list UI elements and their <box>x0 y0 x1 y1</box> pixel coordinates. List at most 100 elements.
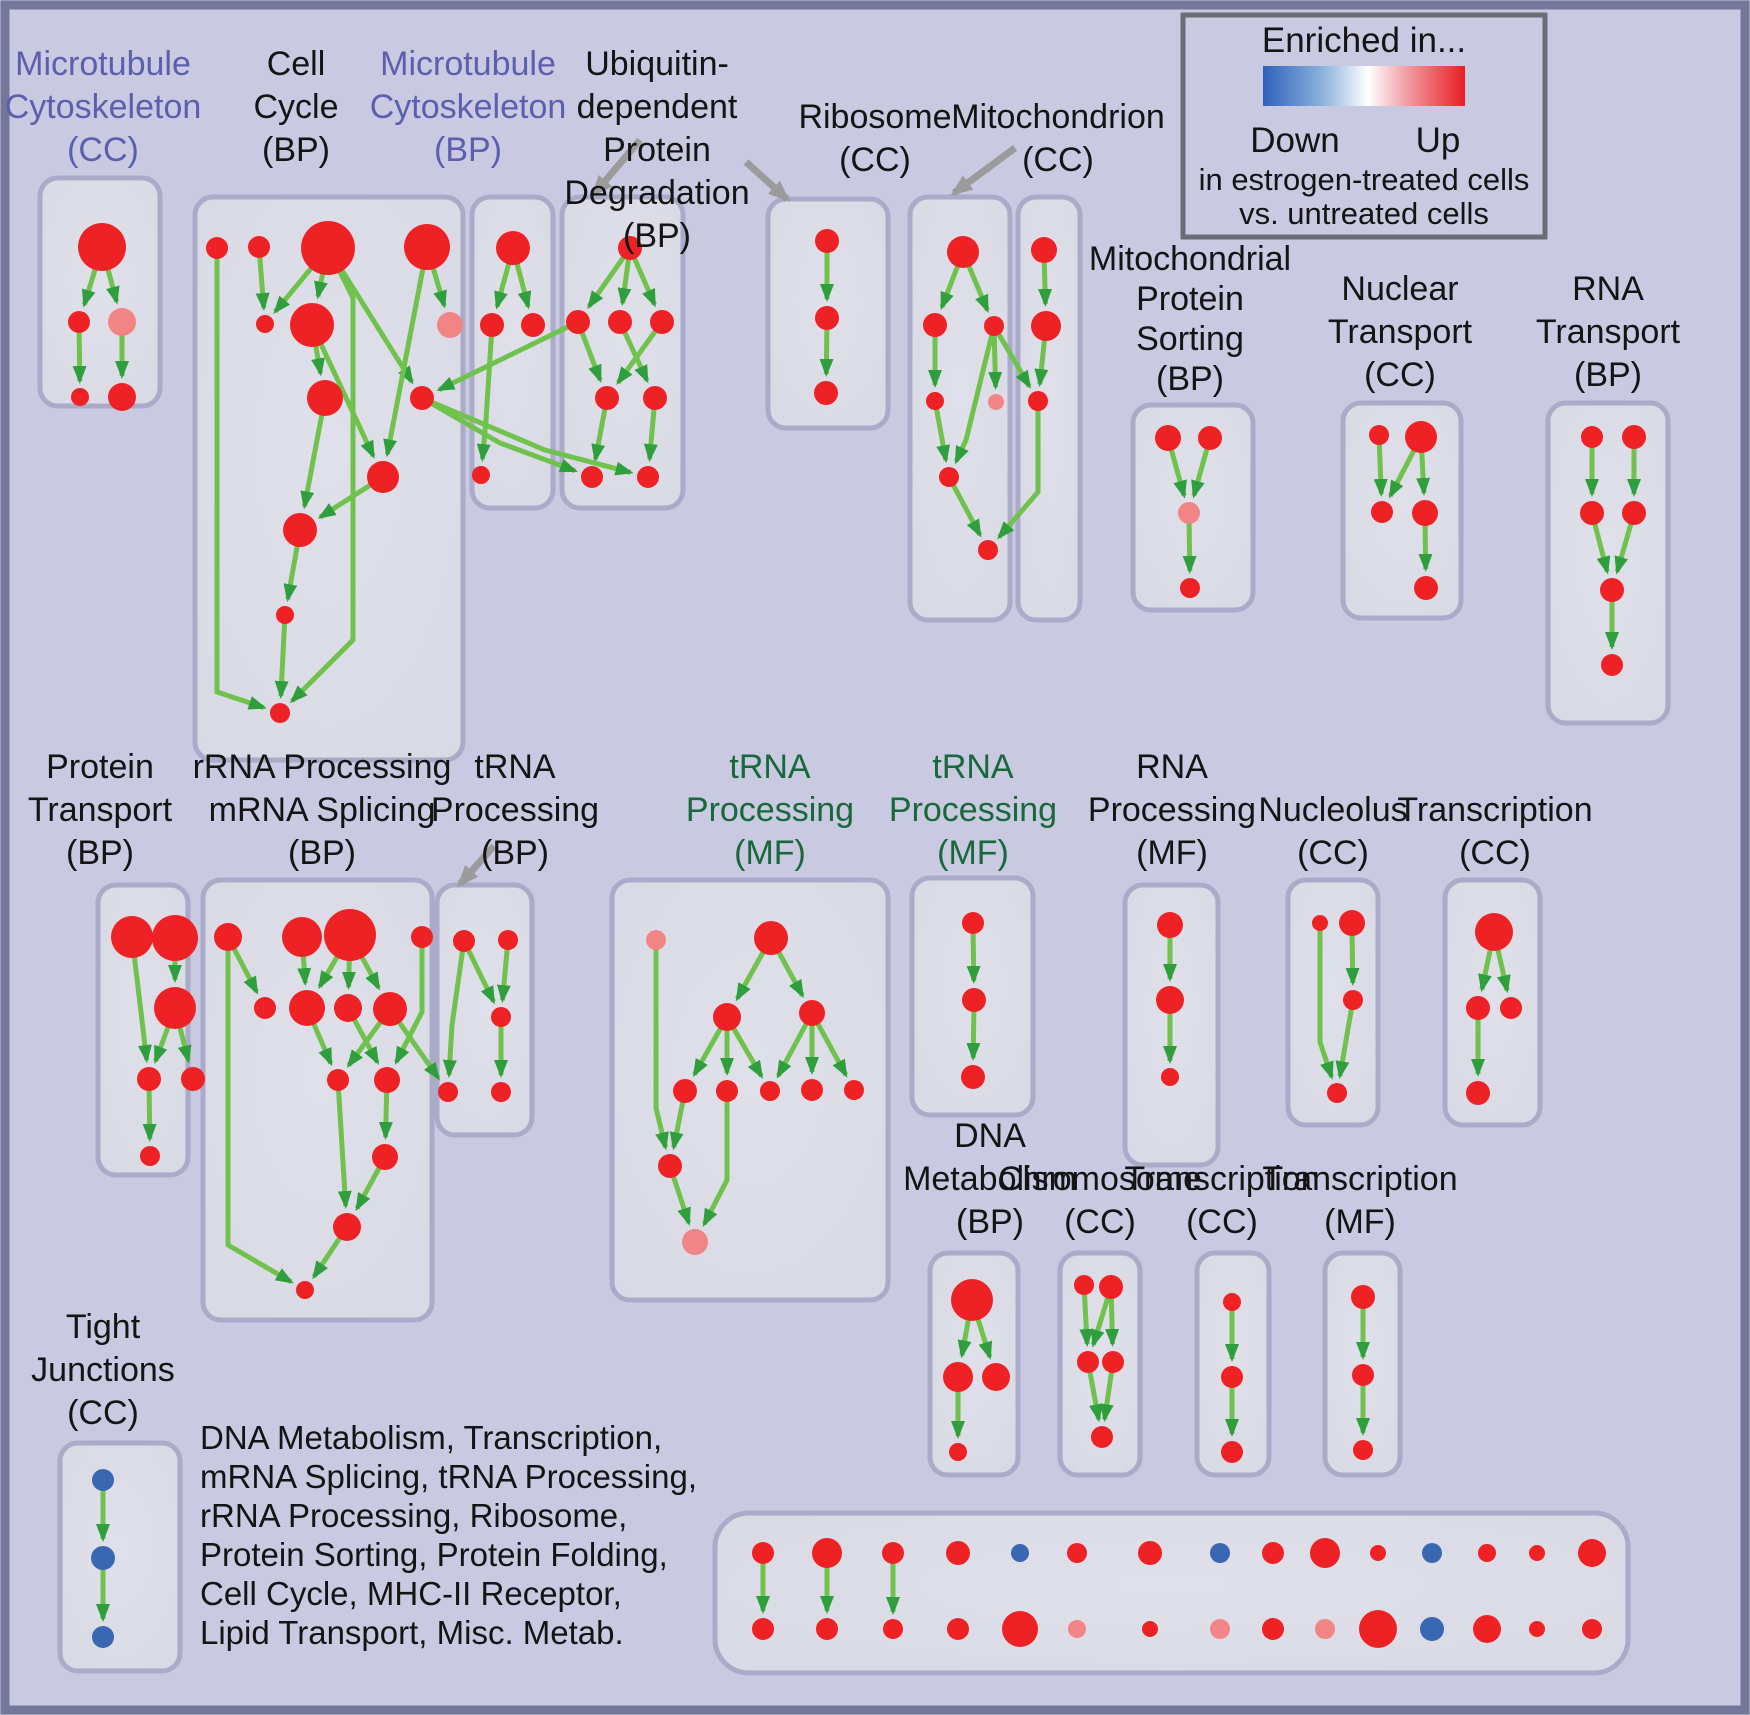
go-term-node <box>1223 1293 1241 1311</box>
go-term-node <box>453 930 475 952</box>
go-term-node <box>984 316 1004 336</box>
go-term-node <box>282 917 322 957</box>
go-term-node <box>270 703 290 723</box>
annotation-arrow <box>457 843 497 888</box>
go-term-node <box>1359 1610 1397 1648</box>
go-term-node <box>566 310 590 334</box>
edge-arrow-cross <box>995 331 1032 389</box>
group-label-rna-processing-mf: (MF) <box>1136 834 1208 872</box>
edge-arrow-ribosome <box>939 264 961 311</box>
edge-arrow-microtubule-cc <box>81 267 98 308</box>
go-term-node <box>276 606 294 624</box>
group-label-nuclear-transport: Transport <box>1328 313 1473 351</box>
annotation-arrow <box>950 145 1018 196</box>
group-box-microtubule-cc <box>37 175 163 409</box>
edge-arrow-microtubule-bp <box>494 261 512 310</box>
group-box-chromosome <box>1057 1250 1143 1478</box>
group-label-trna-mf-1: tRNA <box>729 748 811 786</box>
go-term-node <box>1262 1618 1284 1640</box>
misc-terms-text: Protein Sorting, Protein Folding, <box>200 1536 668 1573</box>
edge-arrow-protein-transport <box>131 955 152 1064</box>
annotation-arrow <box>591 137 643 198</box>
group-label-rrna-mrna: (BP) <box>288 834 356 872</box>
go-term-node <box>92 1469 114 1491</box>
go-term-node <box>882 1542 904 1564</box>
group-label-rna-processing-mf: Processing <box>1088 791 1256 829</box>
go-term-node <box>367 461 399 493</box>
go-term-node <box>760 1081 780 1101</box>
go-term-node <box>1466 996 1490 1020</box>
go-term-node <box>951 1279 993 1321</box>
edge-arrow-rrna-mrna <box>311 1235 343 1280</box>
go-term-node <box>1500 997 1522 1019</box>
go-term-node <box>982 1363 1010 1391</box>
go-term-node <box>1312 915 1328 931</box>
annotation-arrow <box>743 159 791 202</box>
edge-arrow-dna-metabolism <box>975 1317 993 1360</box>
go-term-node <box>1422 1543 1442 1563</box>
group-box-cell-cycle <box>192 194 466 763</box>
group-label-ubiquitin-deg-1: dependent <box>577 88 738 126</box>
go-term-node <box>962 912 984 934</box>
edge-arrow-nucleolus <box>1317 929 1334 1080</box>
edge-arrow-mito-protein-sorting <box>1191 446 1210 499</box>
group-label-dna-metabolism: DNA <box>954 1117 1026 1155</box>
group-label-nuclear-transport: (CC) <box>1364 356 1436 394</box>
go-term-node <box>961 1065 985 1089</box>
group-label-microtubule-bp: (BP) <box>434 131 502 169</box>
go-term-node <box>1600 578 1624 602</box>
edge-arrow-trna-mf-1 <box>776 950 805 999</box>
go-term-node <box>1622 501 1646 525</box>
go-term-node <box>1371 501 1393 523</box>
go-term-node <box>1002 1611 1038 1647</box>
go-term-node <box>947 1618 969 1640</box>
edge-arrow-ribosome <box>933 407 951 464</box>
go-term-node <box>1412 500 1438 526</box>
go-term-node <box>947 236 979 268</box>
go-term-node <box>1074 1275 1094 1295</box>
group-box-nuclear-transport <box>1340 400 1464 621</box>
edge-arrow-cell-cycle <box>283 544 300 603</box>
go-term-node <box>334 994 362 1022</box>
misc-terms-text: Lipid Transport, Misc. Metab. <box>200 1614 624 1651</box>
go-term-node <box>181 1067 205 1091</box>
go-term-node <box>1031 311 1061 341</box>
group-label-microtubule-bp: Microtubule <box>380 45 556 83</box>
group-label-transcription-cc-a: Transcription <box>1397 791 1592 829</box>
go-term-node <box>438 1082 458 1102</box>
group-box-transcription-mf <box>1322 1250 1403 1478</box>
go-term-node <box>1180 578 1200 598</box>
edge-arrow-trna-mf-1 <box>701 1100 730 1227</box>
edge-arrow-nucleolus <box>1345 933 1360 986</box>
group-label-transcription-cc-b: (CC) <box>1186 1203 1258 1241</box>
edge-arrow-chromosome <box>1099 1370 1115 1423</box>
go-term-node <box>1157 912 1183 938</box>
edge-arrow-nuclear-transport <box>1416 450 1431 496</box>
group-label-rna-transport: RNA <box>1572 270 1644 308</box>
go-term-node <box>713 1003 741 1031</box>
go-term-node <box>1031 237 1057 263</box>
group-label-cell-cycle: Cell <box>267 45 326 83</box>
go-term-node <box>1310 1538 1340 1568</box>
go-term-node <box>815 229 839 253</box>
group-label-tight-junctions: Tight <box>66 1308 141 1346</box>
go-term-node <box>1370 1545 1386 1561</box>
go-term-node <box>883 1619 903 1639</box>
edge-arrow-nuclear-transport <box>1418 523 1433 572</box>
group-label-dna-metabolism: (BP) <box>956 1203 1024 1241</box>
edge-arrow-cross <box>997 409 1041 540</box>
edge-arrow-nuclear-transport <box>1373 442 1388 497</box>
group-label-ubiquitin-deg-1: Protein <box>603 131 711 169</box>
edge-arrow-trna-mf-2 <box>966 1009 981 1061</box>
go-term-node <box>946 1541 970 1565</box>
group-label-mito-protein-sorting: Sorting <box>1136 320 1244 358</box>
go-term-node <box>1068 1620 1086 1638</box>
edge-arrow-ubiquitin-deg-1 <box>586 254 627 309</box>
go-term-node <box>1578 1539 1606 1567</box>
go-term-node <box>754 921 788 955</box>
group-label-protein-transport: (BP) <box>66 834 134 872</box>
go-term-node <box>140 1146 160 1166</box>
edge-arrow-rrna-mrna <box>354 1165 382 1212</box>
edge-arrow-rna-transport <box>1614 521 1634 575</box>
